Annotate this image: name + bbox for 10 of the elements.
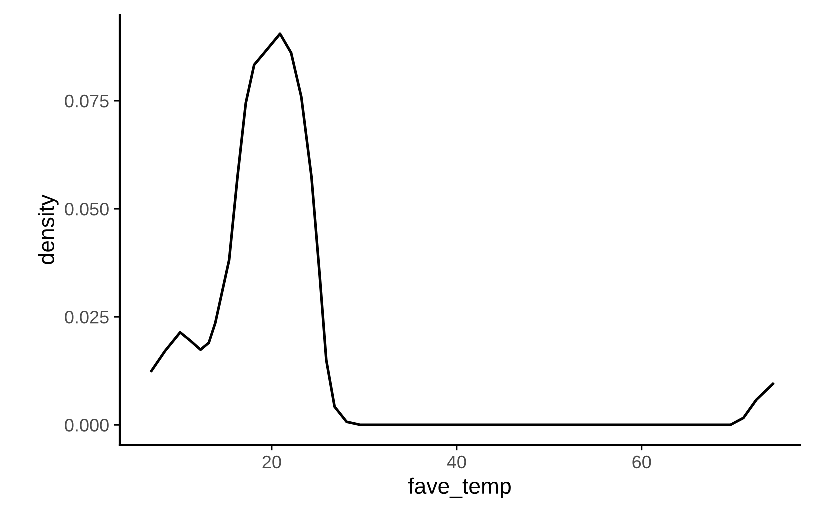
- line-series: [150, 32, 774, 426]
- y-tick-label: 0.075: [65, 94, 109, 108]
- x-axis-title: fave_temp: [408, 478, 511, 499]
- x-tick-label: 60: [632, 456, 652, 469]
- y-tick-label: 0.050: [65, 202, 109, 216]
- y-axis-title: density: [38, 194, 59, 264]
- x-tick-label: 20: [262, 456, 282, 469]
- x-tick-label: 40: [447, 456, 466, 469]
- y-tick-label: 0.025: [65, 311, 109, 324]
- y-tick-label: 0.000: [65, 419, 109, 432]
